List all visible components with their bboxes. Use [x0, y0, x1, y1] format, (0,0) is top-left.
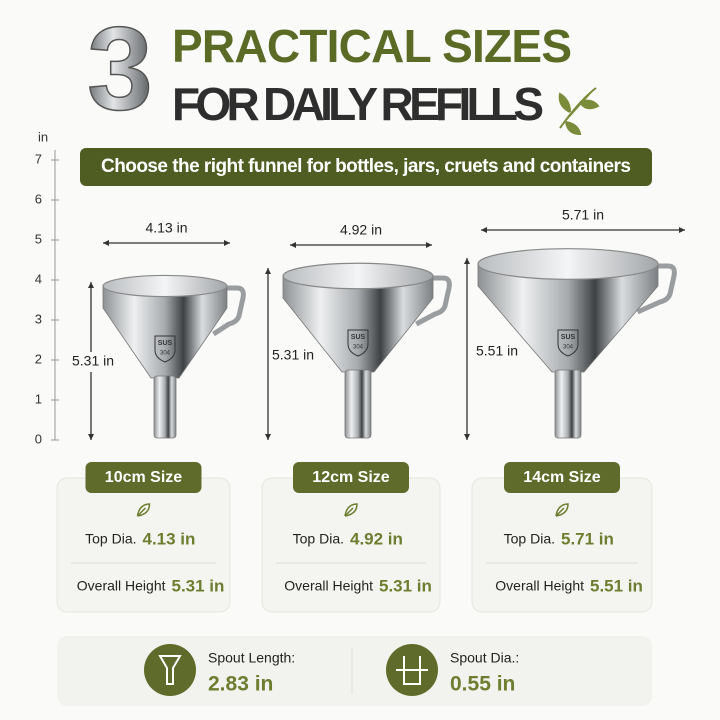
dim-label: Overall Height [284, 578, 373, 594]
big-number: 3 [87, 3, 153, 135]
funnel-spout [344, 369, 372, 439]
funnel-rim [282, 262, 434, 290]
badge-text: 304 [353, 345, 364, 351]
funnel-rim [102, 274, 228, 298]
dim-label: Top Dia. [85, 531, 136, 547]
dim-value: 4.92 in [350, 529, 403, 548]
label-bg [474, 342, 524, 362]
dim-value: 5.31 in [379, 576, 432, 595]
height-label: 5.31 in [72, 353, 114, 369]
height-label: 5.51 in [476, 343, 518, 359]
dim-value: 5.71 in [561, 529, 614, 548]
spout-label: Spout Dia.: [450, 650, 519, 666]
banner [80, 148, 652, 186]
spout-label: Spout Length: [208, 650, 295, 666]
banner-text: Choose the right funnel for bottles, jar… [101, 156, 631, 177]
dim-label: Overall Height [77, 578, 166, 594]
height-label: 5.31 in [272, 347, 314, 363]
spout-value: 0.55 in [450, 673, 515, 696]
badge [347, 329, 369, 357]
ruler-label: 6 [35, 191, 42, 206]
badge-text: 304 [563, 345, 574, 351]
size-label: 14cm Size [523, 469, 600, 486]
dim-label: Overall Height [495, 578, 584, 594]
leaf-icon [344, 503, 358, 517]
width-label: 4.13 in [145, 220, 187, 236]
ruler-label: 2 [35, 351, 42, 366]
label-bg [270, 346, 320, 366]
funnel-spout [554, 369, 582, 439]
funnel-handle [415, 275, 452, 327]
title-line: FOR DAILY REFILLS [172, 78, 544, 130]
width-label: 4.92 in [340, 222, 382, 238]
size-label: 12cm Size [312, 469, 389, 486]
spout-icon-glyph [396, 656, 428, 685]
ruler-label: 7 [35, 151, 42, 166]
spout-value: 2.83 in [208, 673, 273, 696]
dim-label: Top Dia. [293, 531, 344, 547]
funnel-handle [636, 263, 677, 315]
leaf-icon [558, 87, 600, 136]
spout-panel [57, 636, 652, 706]
dim-label: Top Dia. [504, 531, 555, 547]
leaf-icon [136, 503, 151, 517]
badge-text: SUS [351, 334, 366, 341]
badge-text: 304 [160, 351, 171, 357]
title-line: PRACTICAL SIZES [172, 20, 572, 72]
spout-icon [144, 644, 196, 696]
ruler-label: 4 [35, 271, 42, 286]
dim-value: 5.51 in [590, 576, 643, 595]
ruler-label: 3 [35, 311, 42, 326]
funnel-rim [477, 248, 659, 280]
ruler-label: 5 [35, 231, 42, 246]
badge-text: SUS [158, 340, 173, 347]
funnel-handle [212, 285, 246, 337]
size-pill [85, 462, 202, 493]
ruler-unit: in [38, 129, 48, 144]
funnel-spout [153, 375, 177, 439]
spout-icon-glyph [158, 655, 182, 685]
width-label: 5.71 in [562, 207, 604, 223]
size-pill [293, 462, 409, 493]
ruler-label: 0 [35, 431, 42, 446]
leaf-icon [555, 503, 569, 517]
badge-text: SUS [561, 334, 576, 341]
label-bg [70, 352, 120, 372]
dim-value: 5.31 in [172, 576, 225, 595]
size-pill [504, 462, 620, 493]
dim-value: 4.13 in [143, 529, 196, 548]
size-label: 10cm Size [105, 469, 182, 486]
badge [557, 329, 579, 357]
badge [154, 335, 176, 363]
ruler-label: 1 [35, 391, 42, 406]
